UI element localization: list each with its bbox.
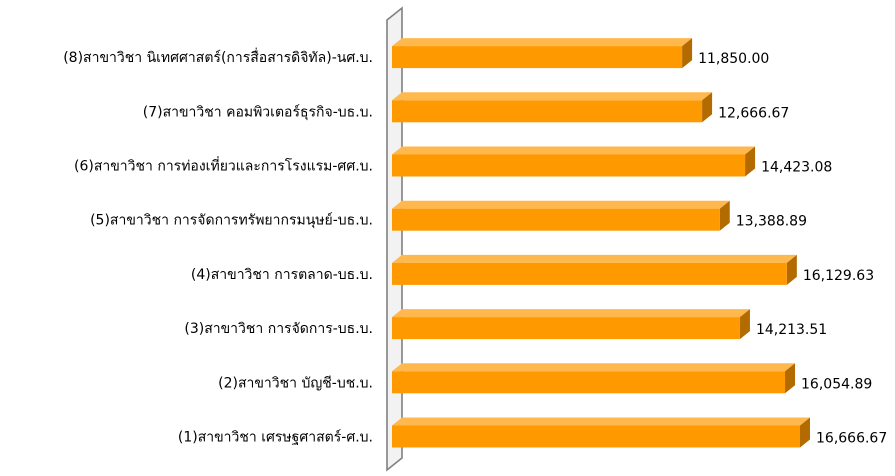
category-label: (3)สาขาวิชา การจัดการ-บธ.บ. [184,321,373,337]
bar [392,100,703,123]
bar-top-face [392,38,693,47]
value-label: 16,129.63 [803,268,874,284]
bar-top-face [392,200,730,209]
category-label: (5)สาขาวิชา การจัดการทรัพยากรมนุษย์-บธ.บ… [90,212,373,229]
bar-group [392,254,797,285]
bar [392,46,683,69]
bar-side-face [745,146,756,177]
bar-side-face [785,363,796,394]
bar-side-face [786,254,797,285]
category-label: (4)สาขาวิชา การตลาด-บธ.บ. [191,267,373,283]
bar [392,425,800,448]
bars-layer [392,38,810,448]
labels-layer: (8)สาขาวิชา นิเทศศาสตร์(การสื่อสารดิจิทั… [63,48,887,446]
bar-group [392,146,756,177]
bar-side-face [800,417,810,448]
bar-top-face [392,92,713,101]
value-label: 14,423.08 [761,160,832,176]
axis-wall [386,6,403,472]
bar [392,317,740,340]
bar-group [392,309,750,340]
value-label: 12,666.67 [718,105,789,121]
value-label: 16,054.89 [801,376,872,392]
bar-side-face [739,309,750,340]
bar-group [392,200,730,231]
bar-group [392,363,796,394]
bar-top-face [392,146,756,155]
axis-layer [386,6,403,472]
bar-side-face [719,200,730,231]
bar-side-face [702,92,713,123]
category-label: (2)สาขาวิชา บัญชี-บช.บ. [218,375,373,391]
bar-top-face [392,254,797,263]
value-label: 13,388.89 [736,214,807,230]
bar-side-face [682,38,693,69]
bar [392,208,720,231]
bar-top-face [392,309,750,318]
value-label: 14,213.51 [756,322,827,338]
category-label: (8)สาขาวิชา นิเทศศาสตร์(การสื่อสารดิจิทั… [63,48,373,66]
value-label: 16,666.67 [816,431,887,447]
bar [392,262,787,285]
bar [392,154,746,177]
category-label: (1)สาขาวิชา เศรษฐศาสตร์-ศ.บ. [178,429,373,446]
bar [392,371,786,394]
category-label: (7)สาขาวิชา คอมพิวเตอร์ธุรกิจ-บธ.บ. [143,103,373,120]
bar-group [392,38,693,69]
bar-top-face [392,363,796,372]
bar-group [392,417,810,448]
category-label: (6)สาขาวิชา การท่องเที่ยวและการโรงแรม-ศศ… [74,157,373,175]
bar-top-face [392,417,810,426]
bar-group [392,92,713,123]
value-label: 11,850.00 [698,51,769,67]
